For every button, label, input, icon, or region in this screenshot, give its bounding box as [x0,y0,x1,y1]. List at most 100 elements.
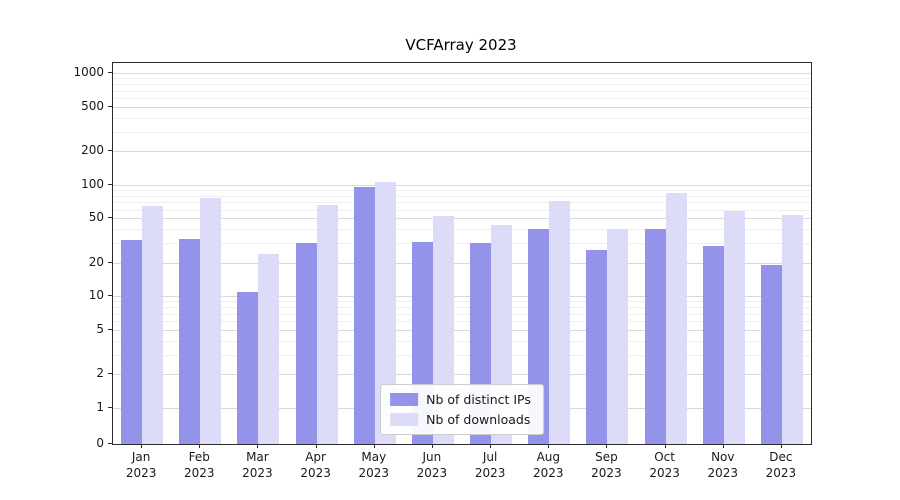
minor-gridline [113,189,811,191]
bar-distinct-ips [179,238,201,444]
y-tick-label: 200 [81,143,104,158]
major-gridline [113,106,811,108]
x-tick-mark [257,444,259,448]
bar-downloads [549,200,571,444]
x-tick-label: Aug 2023 [533,450,564,480]
major-gridline [113,329,811,331]
major-gridline [113,151,811,153]
y-tick-mark [108,261,112,263]
minor-gridline [113,195,811,197]
y-tick-label: 20 [88,254,104,269]
minor-gridline [113,117,811,119]
bar-downloads [607,229,629,444]
x-tick-label: Apr 2023 [300,450,331,480]
x-tick-mark [722,444,724,448]
legend: Nb of distinct IPs Nb of downloads [380,384,544,435]
bar-downloads [200,198,222,444]
y-tick-label: 0 [96,436,104,450]
legend-swatch-downloads [390,413,419,426]
plot-area: Nb of distinct IPs Nb of downloads [112,62,812,445]
y-tick-mark [108,295,112,297]
x-tick-mark [490,444,492,448]
y-tick-label: 1000 [73,65,104,80]
minor-gridline [113,78,811,80]
y-tick-label: 50 [88,210,104,225]
x-tick-label: Jan 2023 [125,450,157,480]
x-tick-mark [373,444,375,448]
bar-distinct-ips [353,187,375,444]
major-gridline [113,73,811,75]
minor-gridline [113,307,811,309]
x-tick-label: Dec 2023 [765,450,797,480]
y-tick-mark [108,217,112,219]
y-tick-label: 2 [96,366,104,381]
bar-downloads [258,253,280,444]
minor-gridline [113,340,811,342]
y-tick-mark [108,150,112,152]
x-tick-mark [199,444,201,448]
major-gridline [113,262,811,264]
bar-distinct-ips [237,291,259,444]
minor-gridline [113,229,811,231]
minor-gridline [113,202,811,203]
y-tick-mark [108,328,112,330]
x-tick-mark [431,444,433,448]
minor-gridline [113,313,811,315]
minor-gridline [113,301,811,303]
y-tick-label: 10 [88,288,104,303]
x-tick-label: May 2023 [358,450,390,480]
legend-swatch-distinct-ips [390,393,419,406]
x-tick-label: Jul 2023 [474,450,506,480]
minor-gridline [113,90,811,92]
y-tick-mark [108,105,112,107]
legend-item-downloads: Nb of downloads [390,412,531,427]
x-tick-label: Nov 2023 [707,450,739,480]
y-tick-label: 100 [81,176,104,191]
bar-distinct-ips [702,246,724,444]
minor-gridline [113,131,811,133]
x-tick-mark [141,444,143,448]
y-tick-label: 500 [81,98,104,113]
bar-distinct-ips [760,265,782,444]
legend-label-downloads: Nb of downloads [426,412,531,427]
x-tick-mark [664,444,666,448]
bar-distinct-ips [586,250,608,444]
major-gridline [113,374,811,376]
minor-gridline [113,354,811,356]
chart-title: VCFArray 2023 [405,36,517,54]
bar-downloads [781,214,803,444]
x-tick-label: Oct 2023 [649,450,680,480]
x-tick-label: Mar 2023 [242,450,273,480]
y-tick-label: 1 [96,399,104,414]
legend-item-distinct-ips: Nb of distinct IPs [390,392,531,407]
minor-gridline [113,98,811,99]
major-gridline [113,184,811,186]
y-tick-mark [108,373,112,375]
x-tick-mark [548,444,550,448]
minor-gridline [113,84,811,86]
major-gridline [113,218,811,220]
minor-gridline [113,321,811,322]
y-tick-mark [108,406,112,408]
bar-downloads [142,205,164,444]
bar-downloads [316,204,338,444]
x-tick-mark [315,444,317,448]
bar-downloads [374,182,396,444]
y-tick-mark [108,72,112,74]
y-tick-mark [108,443,112,444]
x-tick-label: Jun 2023 [416,450,448,480]
y-tick-label: 5 [96,321,104,336]
bar-downloads [723,211,745,444]
bar-distinct-ips [295,243,317,444]
x-tick-label: Feb 2023 [184,450,215,480]
x-tick-mark [606,444,608,448]
legend-label-distinct-ips: Nb of distinct IPs [426,392,531,407]
x-tick-mark [780,444,782,448]
bar-downloads [665,193,687,444]
bar-distinct-ips [121,240,143,444]
bar-distinct-ips [644,229,666,444]
minor-gridline [113,243,811,245]
y-tick-mark [108,183,112,185]
x-tick-label: Sep 2023 [591,450,622,480]
